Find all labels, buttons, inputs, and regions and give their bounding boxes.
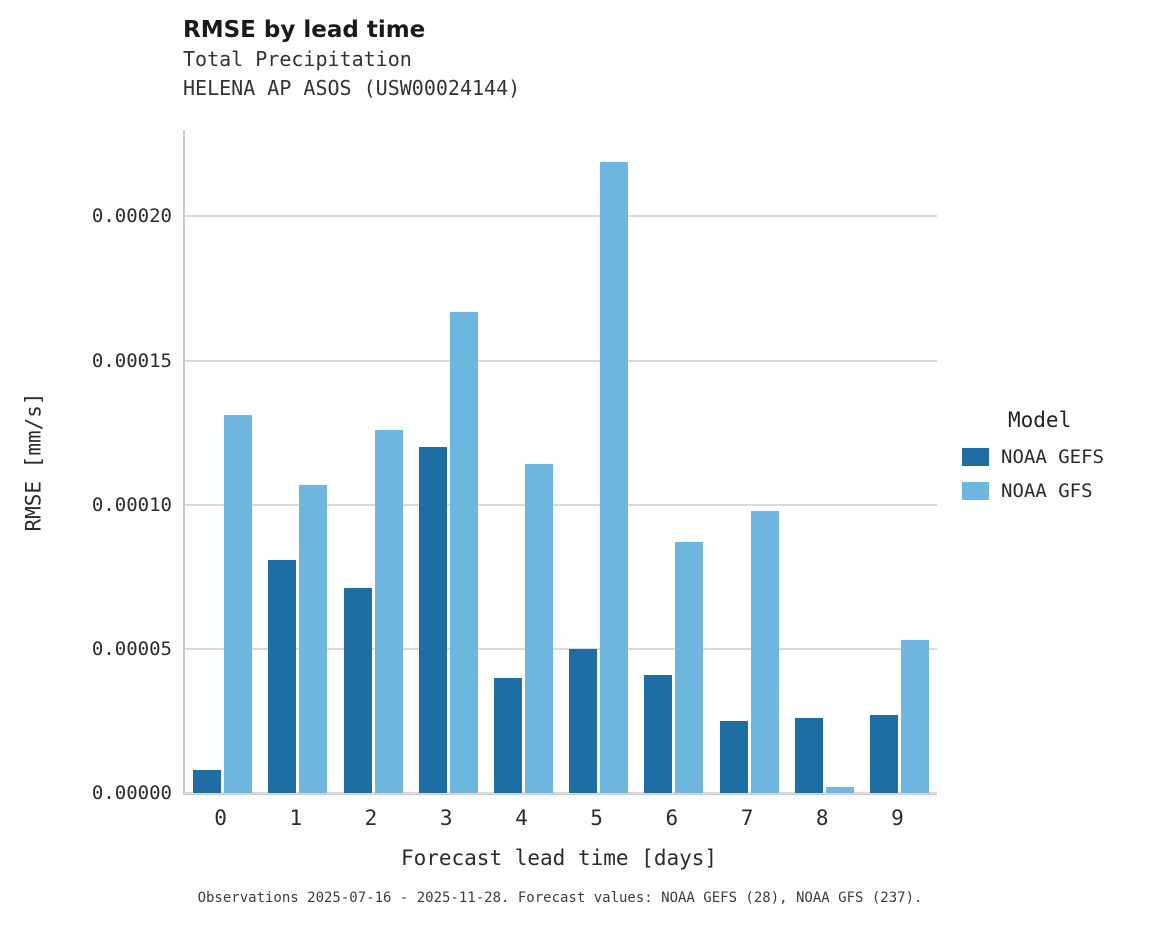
- bar-group-lead-5: [561, 130, 636, 793]
- bar-noaa-gefs-lead-8: [794, 718, 823, 793]
- bar-noaa-gefs-lead-0: [193, 769, 222, 793]
- gridline: [185, 647, 937, 650]
- legend-title: Model: [1008, 408, 1072, 432]
- y-tick-labels: 0.00000 0.00005 0.00010 0.00015 0.00020: [50, 130, 172, 804]
- legend-label-noaa-gfs: NOAA GFS: [1001, 480, 1093, 502]
- y-axis-label-text: RMSE [mm/s]: [22, 391, 47, 532]
- x-axis-label: Forecast lead time [days]: [400, 846, 718, 870]
- y-tick-label: 0.00005: [91, 637, 172, 660]
- legend-swatch-noaa-gfs: [962, 482, 989, 500]
- bar-noaa-gfs-lead-5: [600, 161, 629, 793]
- bar-noaa-gefs-lead-3: [418, 447, 447, 793]
- bar-group-lead-3: [411, 130, 486, 793]
- y-tick-label: 0.00015: [91, 349, 172, 372]
- x-tick-label-4: 4: [515, 806, 528, 830]
- legend-entry-noaa-gfs: NOAA GFS: [962, 480, 1104, 502]
- legend-swatch-noaa-gefs: [962, 448, 989, 466]
- bar-noaa-gefs-lead-2: [343, 588, 372, 793]
- plot-area: [183, 130, 937, 795]
- chart-title: RMSE by lead time: [183, 17, 426, 43]
- y-tick-label: 0.00020: [91, 205, 172, 228]
- x-tick-label-1: 1: [289, 806, 303, 830]
- bar-group-lead-8: [787, 130, 862, 793]
- bar-noaa-gfs-lead-7: [750, 510, 779, 793]
- bar-group-lead-4: [486, 130, 561, 793]
- bar-noaa-gfs-lead-4: [524, 464, 553, 793]
- chart-subtitle-variable: Total Precipitation: [183, 46, 412, 71]
- y-tick-label: 0.00010: [91, 493, 172, 516]
- bar-group-lead-9: [862, 130, 937, 793]
- x-tick-labels: 0 1 2 3 4 5 6 7 8 9: [183, 806, 935, 830]
- bar-noaa-gfs-lead-0: [224, 415, 253, 793]
- bar-noaa-gefs-lead-1: [268, 559, 297, 793]
- gridline: [185, 792, 937, 794]
- bar-noaa-gfs-lead-3: [449, 311, 478, 793]
- x-tick-label-3: 3: [439, 806, 453, 830]
- y-tick-label: 0.00000: [91, 782, 172, 804]
- caption: Observations 2025-07-16 - 2025-11-28. Fo…: [197, 890, 923, 906]
- bar-group-lead-0: [185, 130, 260, 793]
- bar-noaa-gfs-lead-6: [675, 542, 704, 793]
- legend-entry-noaa-gefs: NOAA GEFS: [962, 446, 1104, 468]
- bar-noaa-gefs-lead-4: [493, 677, 522, 793]
- bar-noaa-gefs-lead-5: [569, 648, 598, 793]
- bar-noaa-gfs-lead-9: [900, 640, 929, 793]
- legend: Model NOAA GEFS NOAA GFS: [956, 408, 1104, 502]
- x-tick-label-7: 7: [740, 806, 754, 830]
- x-tick-label-5: 5: [590, 806, 603, 830]
- gridline: [185, 215, 937, 218]
- bar-noaa-gfs-lead-2: [374, 429, 403, 793]
- bar-group-lead-1: [260, 130, 335, 793]
- bar-group-lead-7: [711, 130, 786, 793]
- x-tick-label-9: 9: [891, 806, 904, 830]
- bar-groups: [185, 130, 937, 793]
- gridline: [185, 359, 937, 362]
- legend-label-noaa-gefs: NOAA GEFS: [1001, 446, 1104, 468]
- chart-subtitle-station: HELENA AP ASOS (USW00024144): [183, 75, 521, 100]
- x-tick-label-2: 2: [364, 806, 378, 830]
- x-tick-label-6: 6: [665, 806, 679, 830]
- bar-noaa-gefs-lead-9: [869, 715, 898, 793]
- x-tick-label-0: 0: [214, 806, 227, 830]
- gridline: [185, 503, 937, 506]
- bar-noaa-gfs-lead-8: [825, 787, 854, 793]
- x-tick-label-8: 8: [815, 806, 829, 830]
- bar-noaa-gefs-lead-6: [644, 674, 673, 793]
- bar-noaa-gfs-lead-1: [299, 484, 328, 793]
- bar-noaa-gefs-lead-7: [719, 720, 748, 793]
- bar-group-lead-6: [636, 130, 711, 793]
- bar-group-lead-2: [335, 130, 410, 793]
- title-block: RMSE by lead time Total Precipitation HE…: [183, 16, 520, 103]
